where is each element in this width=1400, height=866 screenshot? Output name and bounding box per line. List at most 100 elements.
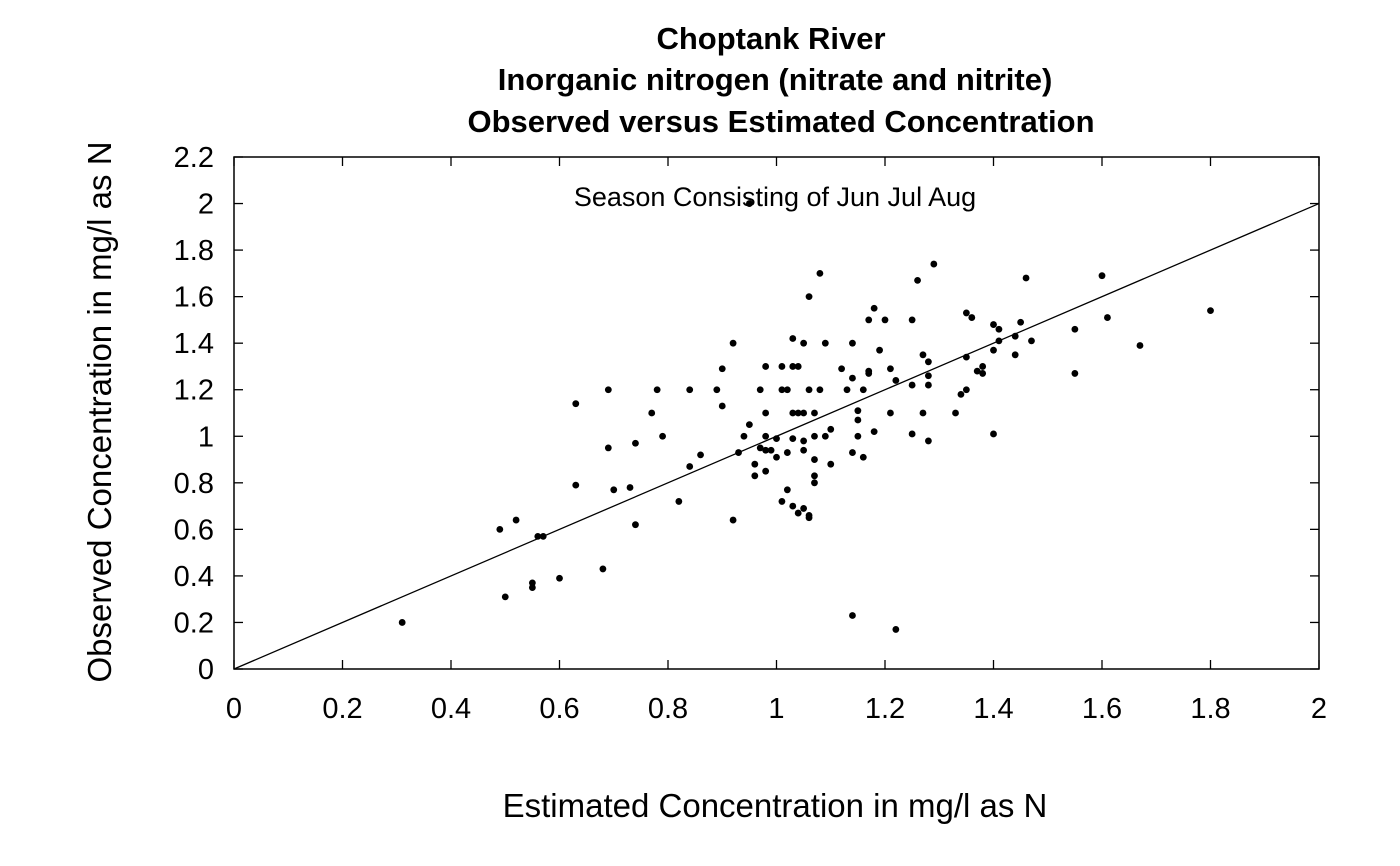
data-point bbox=[718, 402, 726, 410]
data-point bbox=[789, 363, 797, 370]
data-point bbox=[865, 370, 873, 377]
data-point bbox=[962, 309, 970, 317]
data-point bbox=[604, 386, 612, 394]
x-tick-label: 1.8 bbox=[1190, 693, 1230, 725]
data-point bbox=[816, 386, 824, 394]
data-point bbox=[990, 430, 997, 438]
y-tick-label: 0.6 bbox=[174, 514, 214, 546]
data-point bbox=[930, 260, 938, 268]
data-point bbox=[648, 409, 656, 417]
y-tick-label: 1.6 bbox=[174, 282, 214, 314]
data-point bbox=[827, 460, 835, 468]
y-axis: 0 0.2 0.4 0.6 0.8 1 1.2 1.4 1.6 1.8 2 2.2 bbox=[174, 142, 1319, 686]
data-point bbox=[800, 437, 808, 445]
data-point bbox=[610, 486, 618, 494]
data-point bbox=[1104, 314, 1111, 321]
data-point bbox=[740, 432, 748, 440]
data-point bbox=[979, 370, 987, 377]
data-point bbox=[398, 619, 406, 626]
data-point bbox=[713, 386, 721, 394]
y-tick-label: 1.4 bbox=[174, 328, 214, 360]
data-point bbox=[789, 409, 797, 417]
y-tick-label: 1 bbox=[198, 421, 214, 453]
x-tick-label: 1 bbox=[768, 693, 784, 725]
data-point bbox=[778, 363, 786, 370]
data-point bbox=[914, 276, 921, 284]
data-point bbox=[887, 409, 894, 417]
data-point bbox=[952, 409, 959, 417]
data-point bbox=[745, 200, 753, 207]
chart-title-line-2: Inorganic nitrogen (nitrate and nitrite) bbox=[498, 62, 1053, 97]
data-point bbox=[794, 509, 802, 517]
data-point bbox=[962, 353, 970, 361]
data-point bbox=[827, 425, 835, 433]
data-point bbox=[501, 593, 509, 601]
data-point bbox=[838, 365, 845, 373]
data-point bbox=[881, 316, 889, 324]
x-tick-label: 0.6 bbox=[539, 693, 579, 725]
data-point bbox=[908, 381, 916, 389]
data-point bbox=[800, 409, 808, 417]
data-point bbox=[990, 321, 997, 328]
data-point bbox=[778, 386, 786, 394]
y-tick-label: 0.8 bbox=[174, 468, 214, 500]
y-tick-label: 0.2 bbox=[174, 607, 214, 639]
data-point bbox=[762, 363, 770, 370]
y-axis-label: Observed Concentration in mg/l as N bbox=[81, 141, 118, 682]
data-point bbox=[686, 386, 694, 394]
data-point bbox=[1011, 332, 1019, 340]
x-axis-label: Estimated Concentration in mg/l as N bbox=[503, 787, 1048, 824]
data-point bbox=[783, 386, 791, 394]
data-point bbox=[729, 339, 737, 347]
data-point bbox=[756, 444, 764, 452]
data-point bbox=[1071, 370, 1079, 377]
data-point bbox=[572, 481, 580, 489]
data-point bbox=[805, 293, 813, 301]
data-point bbox=[859, 386, 867, 394]
data-point bbox=[957, 390, 965, 398]
data-point bbox=[528, 584, 536, 591]
x-axis: 0 0.2 0.4 0.6 0.8 1 1.2 1.4 1.6 1.8 2 bbox=[226, 157, 1327, 725]
y-tick-label: 1.2 bbox=[174, 375, 214, 407]
x-tick-label: 0.8 bbox=[648, 693, 688, 725]
data-point bbox=[773, 435, 780, 442]
data-point bbox=[528, 579, 536, 587]
data-point bbox=[892, 377, 900, 384]
data-point bbox=[821, 432, 829, 440]
data-point bbox=[718, 365, 726, 373]
data-point bbox=[876, 346, 883, 354]
data-point bbox=[990, 346, 997, 354]
data-point bbox=[968, 314, 976, 321]
data-point bbox=[659, 432, 666, 440]
data-point bbox=[762, 467, 770, 475]
data-point bbox=[794, 409, 802, 417]
y-tick-label: 0 bbox=[198, 654, 214, 686]
y-tick-label: 1.8 bbox=[174, 235, 214, 267]
data-point bbox=[789, 502, 797, 510]
data-point bbox=[773, 453, 780, 461]
data-point bbox=[675, 498, 683, 505]
x-tick-label: 2 bbox=[1311, 693, 1327, 725]
data-point bbox=[735, 449, 742, 456]
data-point bbox=[919, 409, 927, 417]
data-point bbox=[919, 351, 927, 359]
data-point bbox=[892, 626, 900, 633]
data-point bbox=[849, 612, 856, 619]
data-point bbox=[811, 409, 818, 417]
data-point bbox=[800, 339, 808, 347]
data-point bbox=[821, 339, 829, 347]
x-tick-label: 0.2 bbox=[322, 693, 362, 725]
data-point bbox=[1071, 325, 1079, 333]
data-point bbox=[811, 456, 818, 463]
data-point bbox=[751, 472, 759, 480]
data-point bbox=[805, 386, 813, 394]
data-point bbox=[789, 335, 797, 342]
data-point bbox=[767, 446, 775, 454]
y-tick-label: 0.4 bbox=[174, 561, 214, 593]
data-point bbox=[995, 325, 1003, 333]
chart-title-line-1: Choptank River bbox=[656, 21, 885, 56]
data-point bbox=[1028, 337, 1035, 345]
data-point bbox=[778, 498, 786, 505]
data-points bbox=[398, 200, 1214, 633]
data-point bbox=[854, 416, 862, 424]
